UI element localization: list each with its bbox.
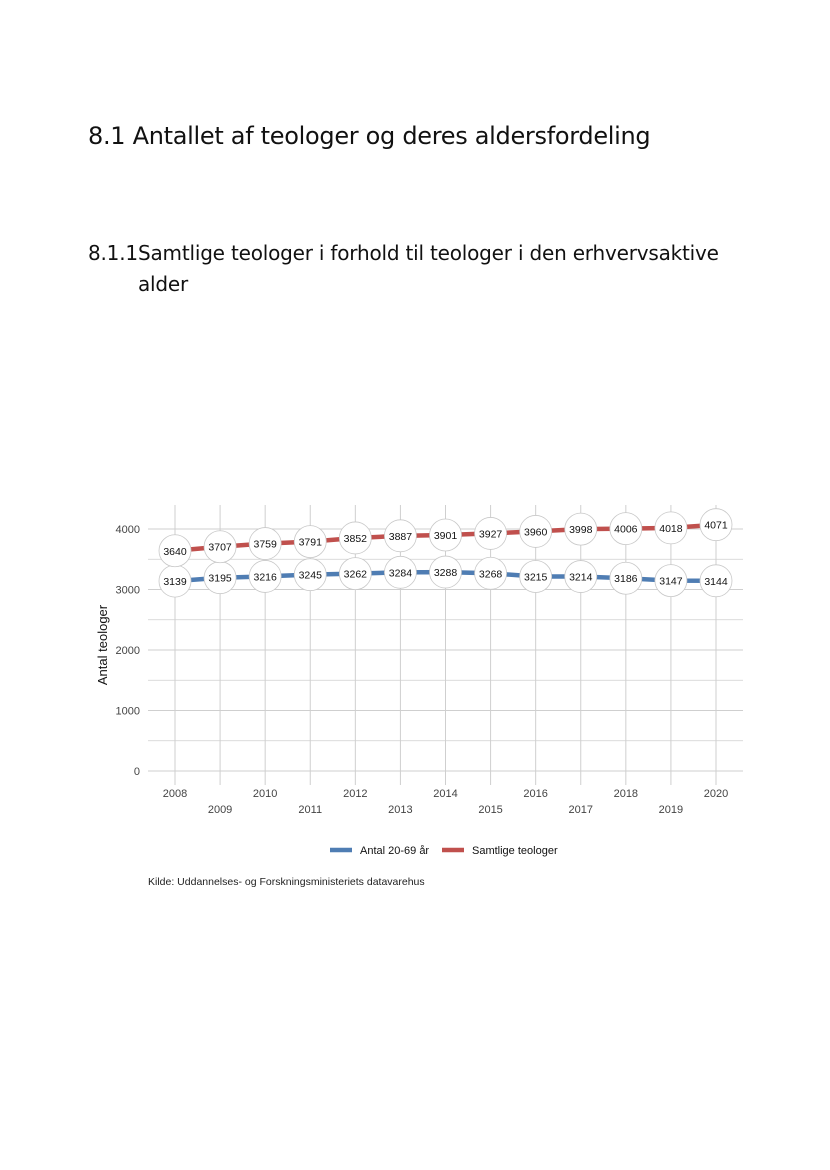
data-point-marker [654,564,688,598]
data-label: 3791 [299,537,323,549]
data-label: 3288 [434,567,458,579]
data-point-marker [293,525,327,559]
data-point-marker [519,560,553,593]
y-tick-label: 0 [134,766,140,778]
y-tick-label: 1000 [116,706,140,718]
y-tick-label: 2000 [116,645,140,657]
data-label: 3759 [253,539,277,551]
data-point-marker [158,534,192,568]
x-tick-label: 2014 [433,788,457,800]
legend: Antal 20-69 år Samtlige teologer [330,845,558,857]
data-label: 4006 [614,524,638,536]
data-label: 3147 [659,576,683,588]
section-heading: 8.1 Antallet af teologer og deres alders… [88,122,651,150]
y-tick-label: 4000 [116,524,140,536]
x-tick-label: 2015 [478,804,502,816]
x-tick-label: 2010 [253,788,277,800]
axis-layer: 0 1000 2000 3000 4000 2008 2009 2010 2011 2012 201… [95,524,728,816]
x-tick-label: 2016 [523,788,547,800]
data-label: 3139 [163,576,187,588]
data-point-marker [474,556,507,590]
legend-label-0: Antal 20-69 år [360,845,429,857]
data-label: 3284 [389,567,413,579]
data-label: 3262 [344,569,368,581]
data-label: 3144 [704,576,728,588]
x-tick-label: 2011 [298,804,322,816]
x-tick-label: 2008 [163,788,187,800]
data-label: 3640 [163,546,187,558]
subsection-number: 8.1.1 [88,241,138,265]
x-tick-label: 2020 [704,788,728,800]
data-label: 3852 [344,533,368,545]
legend-label-1: Samtlige teologer [472,845,558,857]
x-tick-label: 2012 [343,788,367,800]
data-point-marker [248,527,282,560]
label-layer: 3139 3195 3216 3245 3262 3284 3288 3268 3215 3214… [158,508,733,598]
y-tick-label: 3000 [116,585,140,597]
data-label: 3887 [389,531,413,543]
data-point-marker [699,508,733,542]
data-label: 3186 [614,573,638,585]
data-point-marker [293,558,327,592]
data-label: 3268 [479,568,503,580]
data-point-marker [338,521,372,555]
data-label: 3216 [253,571,277,583]
data-point-marker [384,519,417,553]
y-axis-label: Antal teologer [95,604,110,685]
data-label: 3927 [479,528,503,540]
data-label: 3998 [569,524,593,536]
data-point-marker [384,555,417,589]
x-tick-label: 2019 [659,804,683,816]
data-point-marker [699,564,733,598]
subsection-title-line2: alder [138,272,189,296]
data-label: 3214 [569,572,593,584]
data-point-marker [519,515,553,548]
data-point-marker [338,557,372,591]
data-point-marker [564,560,598,593]
data-point-marker [248,560,282,593]
data-point-marker [654,511,688,545]
data-label: 3215 [524,571,548,583]
x-tick-label: 2013 [388,804,412,816]
data-point-marker [609,512,643,546]
x-tick-label: 2017 [569,804,593,816]
data-point-marker [564,512,598,546]
data-label: 3195 [208,573,232,585]
line-chart: 0 1000 2000 3000 4000 2008 2009 2010 2011 2012 201… [95,505,743,857]
data-label: 3245 [299,570,323,582]
data-point-marker [429,518,462,552]
data-point-marker [429,555,462,589]
data-point-marker [203,530,237,564]
data-label: 4018 [659,523,683,535]
data-point-marker [474,517,507,550]
subsection-title-line1: Samtlige teologer i forhold til teologer… [138,241,719,265]
data-label: 3707 [208,542,232,554]
x-tick-label: 2018 [614,788,638,800]
source-note: Kilde: Uddannelses- og Forskningsministe… [148,876,425,888]
data-label: 3901 [434,530,458,542]
data-label: 4071 [704,520,728,532]
data-label: 3960 [524,526,548,538]
data-point-marker [609,561,643,595]
x-tick-label: 2009 [208,804,232,816]
subsection-heading: 8.1.1Samtlige teologer i forhold til teo… [88,238,719,300]
